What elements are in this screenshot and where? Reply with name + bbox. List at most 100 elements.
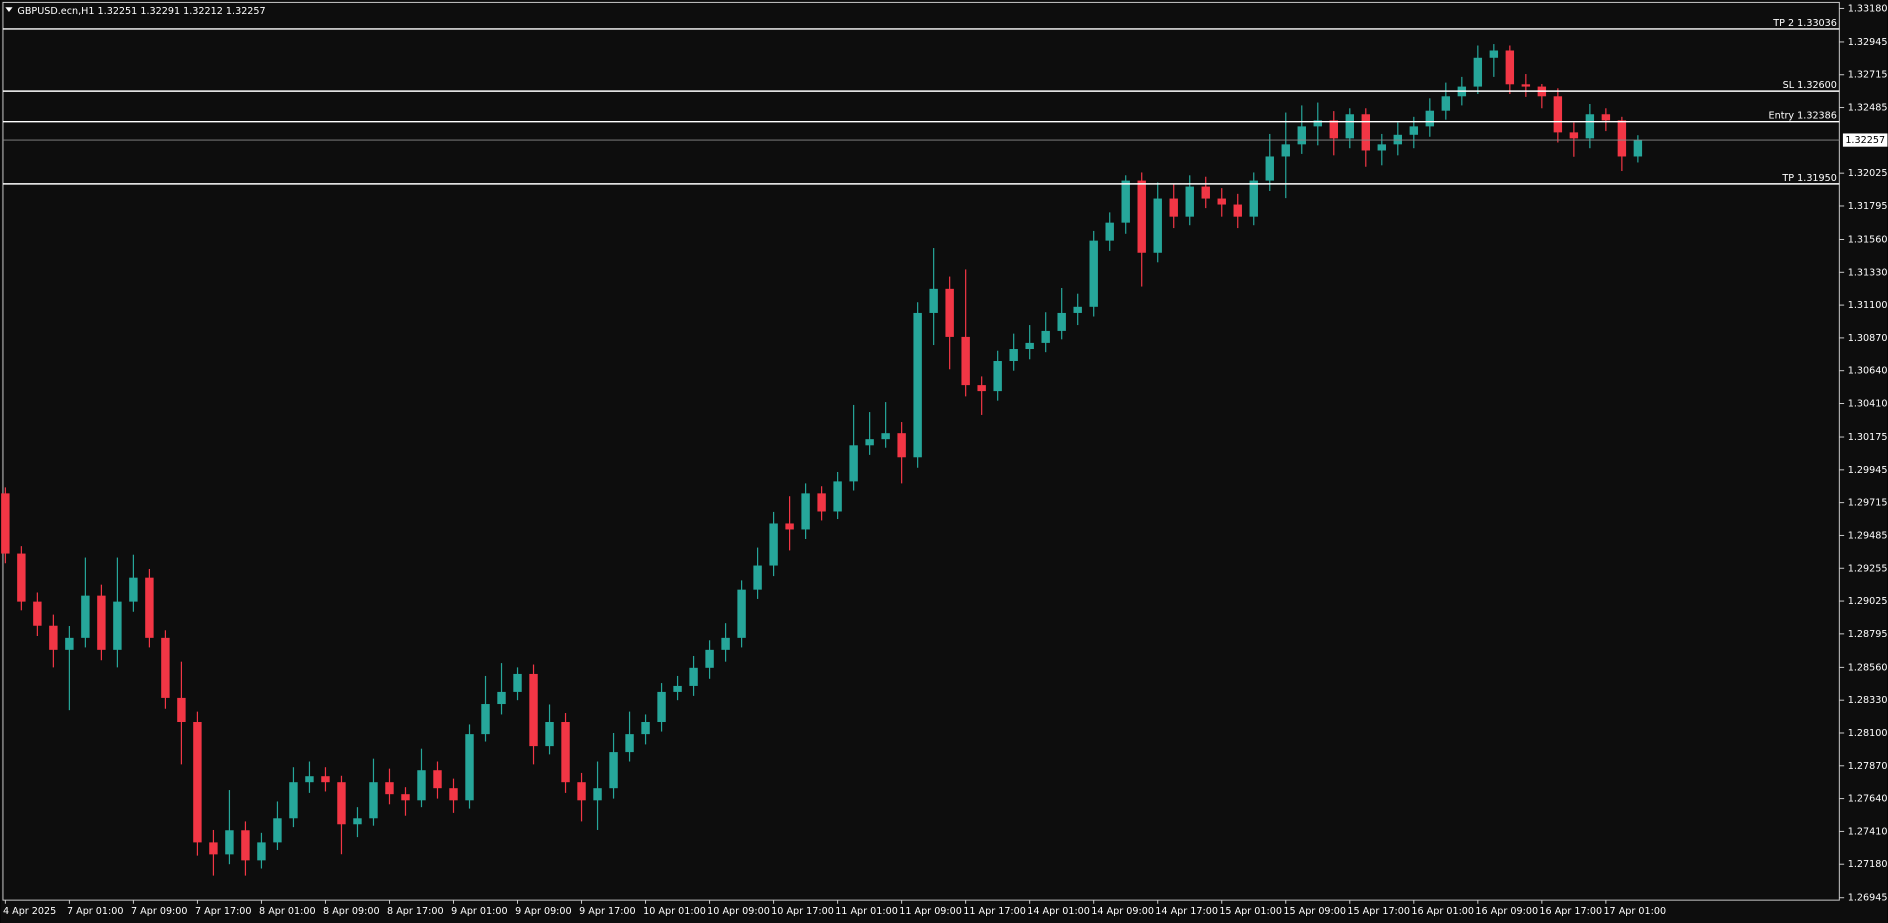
candle-body	[785, 523, 794, 530]
candle-body	[337, 782, 346, 825]
x-tick-label: 14 Apr 01:00	[1027, 906, 1090, 917]
candle-body	[673, 685, 682, 692]
candle-body	[1361, 114, 1370, 151]
x-tick-label: 9 Apr 01:00	[451, 906, 508, 917]
candle-body	[961, 336, 970, 386]
candle-body	[1169, 198, 1178, 217]
y-tick-label: 1.30410	[1848, 399, 1888, 410]
x-tick-label: 17 Apr 01:00	[1603, 906, 1666, 917]
candle-body	[993, 361, 1002, 392]
y-tick-label: 1.27180	[1848, 859, 1888, 870]
candle-body	[913, 312, 922, 458]
y-tick-label: 1.32025	[1848, 168, 1888, 179]
candle-body	[1585, 114, 1595, 139]
candle-body	[817, 493, 826, 512]
candle-body	[737, 589, 746, 638]
candle-body	[545, 722, 554, 747]
level-label: TP 2 1.33036	[1772, 18, 1837, 29]
y-tick-label: 1.32485	[1848, 103, 1888, 114]
candle-body	[753, 565, 762, 590]
x-tick-label: 9 Apr 17:00	[579, 906, 636, 917]
candle-body	[401, 794, 410, 801]
level-label: Entry 1.32386	[1769, 111, 1837, 122]
candle-body	[1281, 144, 1290, 157]
candle-body	[657, 691, 666, 723]
candle-body	[177, 697, 186, 723]
x-tick-label: 7 Apr 17:00	[195, 906, 252, 917]
candle-body	[1073, 306, 1082, 313]
chart-title: GBPUSD.ecn,H1 1.32251 1.32291 1.32212 1.…	[17, 6, 265, 17]
candle-body	[145, 577, 154, 638]
candle-body	[1409, 126, 1419, 135]
candle-body	[113, 601, 122, 650]
candle-body	[1201, 186, 1210, 199]
candle-body	[1265, 156, 1274, 181]
x-tick-label: 16 Apr 09:00	[1475, 906, 1538, 917]
candle-body	[1601, 114, 1611, 121]
candle-body	[977, 385, 986, 392]
y-tick-label: 1.27410	[1848, 826, 1888, 837]
candle-body	[81, 595, 90, 638]
candle-body	[209, 842, 218, 855]
collapse-icon[interactable]	[5, 7, 13, 13]
candle-body	[561, 722, 570, 783]
candle-body	[161, 637, 170, 698]
x-tick-label: 11 Apr 01:00	[835, 906, 898, 917]
x-tick-label: 8 Apr 01:00	[259, 906, 316, 917]
candle-body	[33, 601, 42, 626]
candle-body	[1009, 349, 1018, 362]
candle-body	[49, 625, 58, 650]
level-label: TP 1.31950	[1781, 173, 1836, 184]
candle-body	[1041, 330, 1050, 343]
candle-body	[417, 770, 426, 801]
y-tick-label: 1.30640	[1848, 366, 1888, 377]
candle-body	[305, 776, 314, 783]
candle-body	[449, 788, 458, 801]
candle-body	[1105, 222, 1114, 241]
candle-body	[353, 818, 362, 825]
y-tick-label: 1.31330	[1848, 267, 1888, 278]
x-tick-label: 15 Apr 09:00	[1283, 906, 1346, 917]
candle-body	[689, 667, 698, 686]
candle-body	[129, 577, 138, 602]
y-tick-label: 1.30870	[1848, 333, 1888, 344]
candle-body	[609, 752, 618, 789]
y-tick-label: 1.29715	[1848, 498, 1888, 509]
current-price-box	[1842, 133, 1888, 147]
candle-body	[1, 493, 10, 554]
plot-border	[2, 1, 1840, 901]
x-tick-label: 7 Apr 01:00	[67, 906, 124, 917]
candle-body	[801, 493, 810, 530]
candle-body	[1153, 198, 1162, 253]
x-tick-label: 11 Apr 17:00	[963, 906, 1026, 917]
candle-body	[1441, 96, 1451, 111]
x-tick-label: 8 Apr 09:00	[323, 906, 380, 917]
candle-body	[1217, 198, 1226, 205]
y-tick-label: 1.28330	[1848, 695, 1888, 706]
x-tick-label: 8 Apr 17:00	[387, 906, 444, 917]
x-tick-label: 15 Apr 17:00	[1347, 906, 1410, 917]
candle-body	[1249, 180, 1258, 217]
y-tick-label: 1.32945	[1848, 37, 1888, 48]
y-tick-label: 1.29945	[1848, 465, 1888, 476]
candle-body	[1521, 84, 1531, 87]
candle-body	[193, 722, 202, 843]
candle-body	[1553, 96, 1563, 133]
x-tick-label: 14 Apr 17:00	[1155, 906, 1218, 917]
candle-body	[321, 776, 330, 783]
candle-body	[721, 637, 730, 650]
x-tick-label: 10 Apr 09:00	[707, 906, 770, 917]
candle-body	[705, 649, 714, 668]
candle-body	[97, 595, 106, 650]
candle-body	[1617, 120, 1627, 157]
candle-body	[465, 734, 474, 801]
candle-body	[1505, 50, 1515, 85]
candle-body	[1329, 120, 1338, 139]
current-price-label: 1.32257	[1845, 135, 1885, 146]
y-tick-label: 1.28795	[1848, 629, 1888, 640]
candle-body	[769, 523, 778, 566]
candle-body	[1233, 204, 1242, 217]
candle-body	[833, 481, 842, 512]
